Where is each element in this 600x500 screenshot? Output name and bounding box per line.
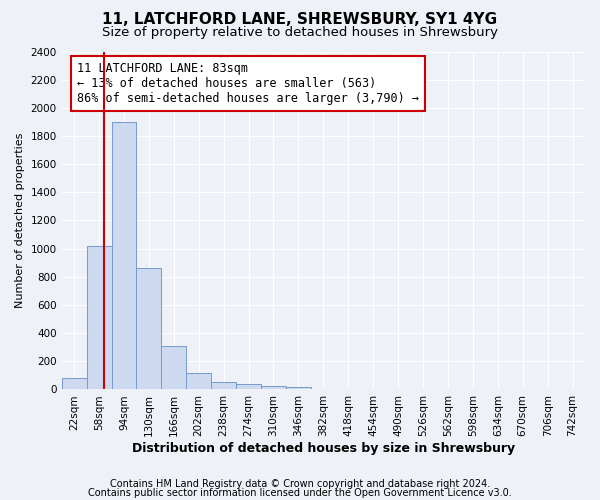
Bar [286,388,311,390]
Bar [136,268,161,390]
Bar [261,386,286,390]
Bar [211,382,236,390]
X-axis label: Distribution of detached houses by size in Shrewsbury: Distribution of detached houses by size … [132,442,515,455]
Bar [186,372,211,390]
Text: Size of property relative to detached houses in Shrewsbury: Size of property relative to detached ho… [102,26,498,39]
Bar [236,384,261,390]
Text: Contains public sector information licensed under the Open Government Licence v3: Contains public sector information licen… [88,488,512,498]
Bar [112,122,136,390]
Text: Contains HM Land Registry data © Crown copyright and database right 2024.: Contains HM Land Registry data © Crown c… [110,479,490,489]
Bar [62,378,86,390]
Bar [311,389,336,390]
Bar [336,389,361,390]
Text: 11 LATCHFORD LANE: 83sqm
← 13% of detached houses are smaller (563)
86% of semi-: 11 LATCHFORD LANE: 83sqm ← 13% of detach… [77,62,419,104]
Bar [86,246,112,390]
Y-axis label: Number of detached properties: Number of detached properties [15,133,25,308]
Bar [161,346,186,390]
Text: 11, LATCHFORD LANE, SHREWSBURY, SY1 4YG: 11, LATCHFORD LANE, SHREWSBURY, SY1 4YG [103,12,497,28]
